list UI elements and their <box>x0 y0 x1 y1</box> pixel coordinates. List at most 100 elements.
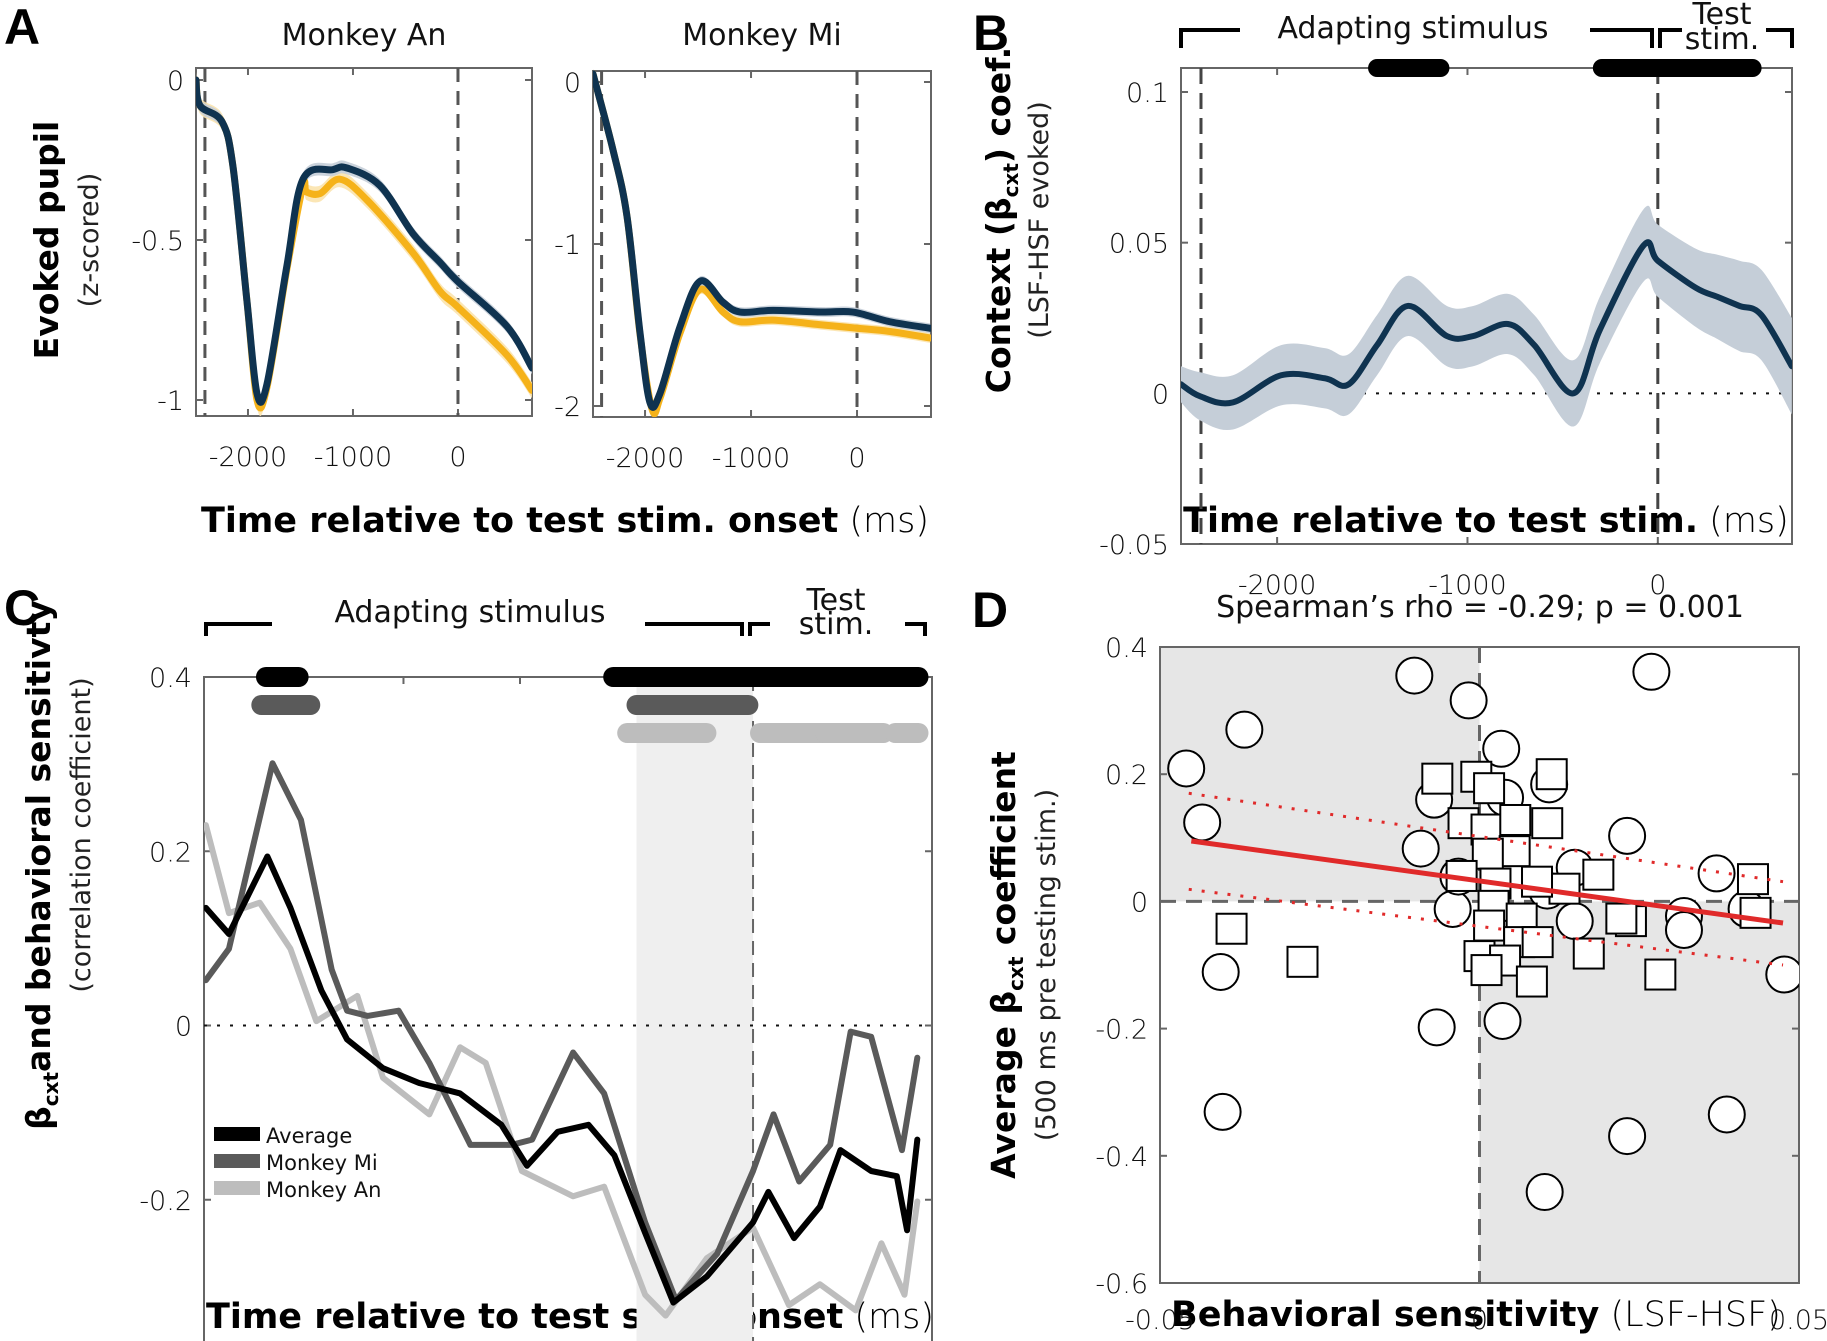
test-bracket-right <box>1766 28 1794 48</box>
panel-c-ylabel: βcxtand behavioral sensitivty <box>19 600 63 1130</box>
regression-line <box>1190 838 1784 926</box>
adapting-bracket-left-c <box>204 622 272 636</box>
panel-b-test-label-1: Test <box>1691 0 1751 32</box>
panel-d-ytick-label: 0.4 <box>1105 633 1148 664</box>
panel-d-ytick-label: 0 <box>1131 887 1148 918</box>
panel-c-ytick-label: 0.2 <box>149 837 192 868</box>
panel-a1-xtick-label: 0 <box>449 442 466 473</box>
scatter-circle-point <box>1525 1173 1564 1212</box>
scatter-square-point <box>1572 937 1605 970</box>
panel-a2-ytick-label: -1 <box>554 230 581 261</box>
panel-b-xtick-label: -2000 <box>1238 570 1316 601</box>
panel-d-ytick-label: 0.2 <box>1105 760 1148 791</box>
panel-c-epoch-brackets <box>204 622 927 636</box>
panel-a-xlabel-main: Time relative to test stim. onset <box>201 501 838 541</box>
panel-a2-ytick-label: 0 <box>564 68 581 99</box>
panel-d-data <box>1160 647 1799 1283</box>
panel-d-ytick-label: -0.2 <box>1095 1015 1148 1046</box>
scatter-circle-point <box>1608 816 1647 855</box>
panel-d-xlabel-unit: (LSF-HSF) <box>1610 1295 1780 1335</box>
panel-d-xtick-label: 0.05 <box>1769 1305 1827 1336</box>
adapting-bracket-right <box>1590 28 1654 48</box>
panel-letter-b: B <box>973 5 1009 61</box>
average-correlation-line <box>204 853 921 1306</box>
legend-label: Average <box>266 1124 352 1148</box>
test-bracket-left <box>1658 28 1682 48</box>
scatter-square-point <box>1521 926 1554 959</box>
panel-d-ylabel-suffix: coefficient <box>984 751 1023 957</box>
panel-a1-ytick-label: 0 <box>167 66 184 97</box>
scatter-circle-point <box>1225 710 1264 749</box>
scatter-circle-point <box>1417 1008 1456 1047</box>
scatter-square-point <box>1515 965 1548 998</box>
scatter-circle-point <box>1707 1095 1746 1134</box>
scatter-circle-point <box>1555 902 1594 941</box>
panel-c-ytick-label: -0.2 <box>139 1186 192 1217</box>
panel-b-ytick-label: 0.05 <box>1109 229 1169 260</box>
panel-b-data <box>1181 68 1792 544</box>
scatter-circle-point <box>1167 749 1206 788</box>
scatter-square-point <box>1498 835 1531 868</box>
scatter-square-point <box>1535 758 1568 791</box>
scatter-circle-point <box>1183 803 1222 842</box>
monkey-an-correlation-line <box>204 822 921 1319</box>
scatter-square-point <box>1286 945 1319 978</box>
yellow-pupil-line <box>196 76 532 412</box>
panel-b-ytick-label: 0.1 <box>1126 78 1169 109</box>
panel-a-xlabel-unit: (ms) <box>849 501 929 541</box>
scatter-square-point <box>1470 954 1503 987</box>
panel-b-epoch-brackets <box>1179 28 1794 48</box>
scatter-circle-point <box>1608 1117 1647 1156</box>
panel-a-ylabel-sub: (z-scored) <box>74 173 105 308</box>
scatter-circle-point <box>1482 729 1521 768</box>
panel-a1-data <box>196 68 532 416</box>
panel-d-title: Spearman’s rho = -0.29; p = 0.001 <box>1216 590 1744 625</box>
navy-pupil-line <box>593 70 931 411</box>
yellow-ci-band <box>196 72 532 416</box>
context-coef-ci-band <box>1181 205 1792 431</box>
scatter-square-point <box>1473 772 1506 805</box>
navy-ci-band <box>196 73 532 409</box>
scatter-square-point <box>1531 807 1564 840</box>
panel-c-ylabel-subscript: cxt <box>39 1072 63 1107</box>
scatter-circle-point <box>1433 890 1472 929</box>
panel-letter-d: D <box>972 582 1008 638</box>
adapting-bracket-right-c <box>645 622 744 636</box>
scatter-circle-point <box>1483 1001 1522 1040</box>
regression-ci-upper <box>1188 791 1784 884</box>
scatter-circle-point <box>1395 656 1434 695</box>
legend-swatch <box>214 1181 260 1195</box>
panel-c-ytick-label: 0 <box>175 1012 192 1043</box>
scatter-square-point <box>1499 803 1532 836</box>
regression-ci-lower <box>1188 887 1784 967</box>
scatter-circle-point <box>1697 854 1736 893</box>
panel-b-adapting-label: Adapting stimulus <box>1277 11 1548 46</box>
panel-b-frame <box>1180 67 1793 545</box>
scatter-square-point <box>1739 896 1772 929</box>
scatter-square-point <box>1421 762 1454 795</box>
adapting-bracket-left <box>1179 28 1240 48</box>
panel-b-xtick-label: 0 <box>1649 570 1666 601</box>
scatter-square-point <box>1605 902 1638 935</box>
panel-c-ytick-label: 0.4 <box>149 663 192 694</box>
panel-b-ylabel-prefix: Context (β <box>979 197 1018 393</box>
panel-b-xlabel-unit: (ms) <box>1709 501 1789 541</box>
panel-a1-frame <box>195 67 533 417</box>
panel-b-ylabel-suffix: ) coef. <box>979 47 1018 163</box>
panel-d-xlabel: Behavioral sensitivity (LSF-HSF) <box>1171 1295 1781 1335</box>
panel-a1-title: Monkey An <box>282 18 447 53</box>
panel-b-ytick-label: 0 <box>1152 379 1169 410</box>
panel-c-ylabel-beta: β <box>19 1106 58 1130</box>
panel-b-xlabel: Time relative to test stim. (ms) <box>1183 501 1789 541</box>
navy-pupil-line <box>196 76 532 406</box>
panel-a2-title: Monkey Mi <box>682 18 842 53</box>
panel-c-ylabel-sub: (correlation coefficient) <box>66 677 97 992</box>
panel-b-ylabel-sub: (LSF-HSF evoked) <box>1024 101 1055 339</box>
test-bracket-left-c <box>748 622 770 636</box>
panel-a2-axes: -2000 -1000 0 0 -1 -2 <box>554 68 932 474</box>
panel-a1-ytick-label: -0.5 <box>131 226 184 257</box>
panel-b-ylabel: Context (βcxt) coef. <box>979 47 1023 393</box>
panel-letter-c: C <box>4 580 40 636</box>
scatter-square-point <box>1473 909 1506 942</box>
